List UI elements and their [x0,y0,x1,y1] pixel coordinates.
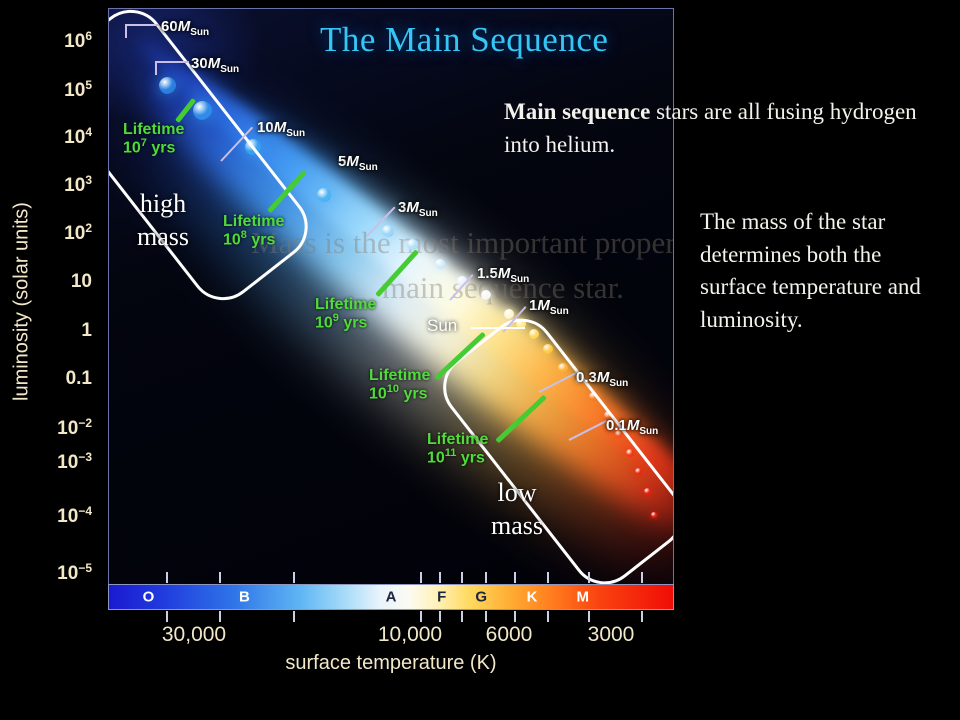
x-tick-mark [547,611,550,622]
x-axis-title: surface temperature (K) [285,652,497,674]
x-tick-label: 10,000 [377,623,443,646]
spectral-letter-M: M [576,588,590,606]
lifetime-label-10e10: Lifetime 1010 yrs [369,367,431,403]
mass-label-1: 1MSun [529,297,569,317]
mass-label-1-5: 1.5MSun [477,265,530,285]
y-tick-label: 103 [64,172,92,197]
x-tick-mark [640,572,643,583]
x-tick-label: 3000 [587,623,635,646]
star-point [457,275,468,286]
sun-leader-line [471,327,525,329]
star-point [543,343,554,354]
spectral-letter-B: B [238,588,250,606]
star-point [158,76,176,94]
star-point [515,318,526,329]
x-tick-label: 6000 [485,623,533,646]
y-tick-label: 104 [64,124,92,149]
paragraph-main-sequence: Main sequence stars are all fusing hydro… [504,96,934,161]
mass-leader-60 [125,24,159,38]
x-tick-mark [513,611,516,622]
y-axis: luminosity (solar units) 106 105 104 103… [0,0,119,590]
x-tick-label: 30,000 [161,623,227,646]
star-point [635,468,643,476]
y-tick-label: 0.1 [65,368,92,389]
x-tick-mark [461,572,464,583]
star-point [528,329,539,340]
x-tick-mark [587,611,590,622]
mass-label-0-3: 0.3MSun [576,369,629,389]
x-tick-mark [439,572,442,583]
star-point [481,290,492,301]
low-mass-group-label: low mass [491,478,543,541]
y-tick-label: 105 [64,77,92,102]
mass-label-30: 30MSun [191,55,240,75]
x-tick-mark [485,611,488,622]
y-tick-label: 10−4 [57,503,92,528]
y-tick-label: 106 [64,28,92,53]
spectral-class-bar: O B A F G K M [108,584,674,610]
x-tick-mark [461,611,464,622]
mass-label-0-1: 0.1MSun [606,417,659,437]
y-tick-label: 10−2 [57,415,92,440]
x-tick-mark [293,611,296,622]
mass-label-3: 3MSun [398,199,438,219]
y-tick-label: 10−5 [57,560,92,585]
x-tick-mark [439,611,442,622]
star-point [245,139,262,156]
star-point [406,239,418,251]
spectral-letter-F: F [437,588,447,606]
paragraph-1-bold: Main sequence [504,99,651,124]
star-point [558,362,569,373]
x-tick-mark [218,611,221,622]
x-tick-mark [420,572,423,583]
x-tick-mark [293,572,296,583]
x-tick-mark [166,611,169,622]
star-point [575,377,585,388]
high-mass-group-label: high mass [137,189,189,252]
star-point [651,511,658,518]
star-point [589,392,599,401]
lifetime-label-10e8: Lifetime 108 yrs [223,213,285,249]
star-point [381,224,394,237]
paragraph-1-rest: stars are all fusing hydrogen into heliu… [504,99,917,157]
lifetime-label-10e7: Lifetime 107 yrs [123,121,185,157]
star-point [316,188,331,203]
spectral-letter-K: K [526,588,538,606]
lifetime-label-10e11: Lifetime 1011 yrs [427,431,489,467]
star-point [603,410,613,420]
slide-title: The Main Sequence [320,20,609,59]
star-point [644,488,652,496]
y-axis-title: luminosity (solar units) [10,202,33,401]
sun-label: Sun [427,316,458,335]
spectral-letter-G: G [475,588,488,606]
mass-label-60: 60MSun [161,18,210,38]
mass-label-10: 10MSun [257,119,306,139]
star-point [503,309,514,320]
y-tick-label: 10−3 [57,449,92,474]
x-tick-mark [547,572,550,583]
x-tick-mark [218,572,221,583]
x-tick-mark [640,611,643,622]
spectral-letter-A: A [385,588,397,606]
x-tick-mark [485,572,488,583]
star-point [614,429,623,438]
mass-label-5: 5MSun [338,153,378,173]
lifetime-label-10e9: Lifetime 109 yrs [315,296,377,332]
x-tick-mark [166,572,169,583]
paragraph-mass-determines: The mass of the star determines both the… [700,209,921,332]
y-tick-label: 102 [64,220,92,245]
y-tick-label: 10 [70,271,92,292]
y-tick-label: 1 [81,320,92,341]
star-point [193,100,213,120]
mass-leader-30 [155,61,189,75]
spectral-letter-O: O [142,588,155,606]
x-tick-mark [420,611,423,622]
star-point [435,258,446,269]
x-tick-mark [513,572,516,583]
x-tick-mark [587,572,590,583]
star-point [625,448,634,457]
